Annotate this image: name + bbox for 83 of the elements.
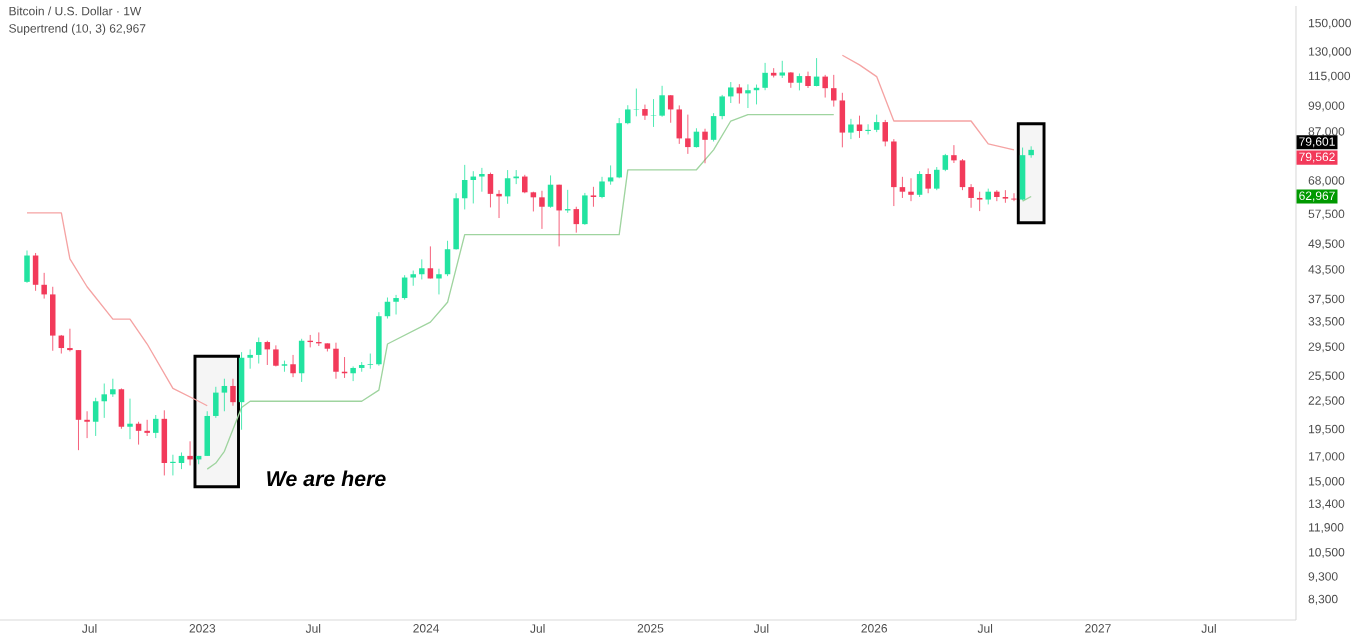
candlestick — [110, 378, 116, 398]
candlestick — [659, 85, 665, 118]
candlestick — [582, 192, 588, 226]
candlestick — [213, 386, 219, 419]
candlestick — [487, 172, 494, 208]
candlestick — [24, 250, 30, 284]
line-series — [26, 212, 208, 407]
candlestick — [410, 270, 416, 287]
candlestick — [779, 60, 786, 79]
line-series — [841, 54, 1015, 151]
candlestick — [745, 83, 751, 109]
candlestick — [685, 114, 691, 155]
candlestick — [92, 397, 99, 437]
candlestick — [101, 383, 108, 419]
candlestick — [547, 175, 554, 209]
candlestick — [32, 252, 39, 292]
candlestick — [590, 186, 597, 208]
candlestick — [221, 378, 228, 412]
candlestick — [976, 191, 983, 212]
candlestick — [367, 353, 374, 370]
candlestick — [161, 409, 168, 476]
candlestick — [255, 337, 262, 364]
candlestick — [831, 74, 837, 108]
candlestick — [118, 388, 125, 430]
candlestick — [916, 170, 923, 198]
candlestick — [968, 183, 974, 209]
line-series — [206, 113, 835, 470]
candlestick — [49, 286, 56, 352]
candlestick — [667, 94, 674, 124]
candlestick — [736, 83, 743, 105]
candlestick — [187, 440, 193, 466]
candlestick — [41, 272, 47, 299]
candlestick — [599, 176, 605, 199]
candlestick — [710, 112, 717, 142]
candlestick — [642, 104, 648, 121]
candlestick — [238, 351, 245, 431]
candlestick — [127, 398, 133, 440]
candlestick — [951, 144, 957, 164]
candlestick — [522, 174, 528, 194]
candlestick — [702, 128, 708, 164]
candlestick — [539, 190, 545, 230]
candlestick — [504, 169, 511, 205]
candlestick — [333, 342, 339, 380]
candlestick — [805, 71, 811, 89]
candlestick — [607, 165, 614, 186]
candlestick — [281, 360, 288, 373]
candlestick — [152, 414, 159, 439]
candlestick — [573, 206, 580, 234]
candlestick — [419, 258, 425, 280]
candlestick — [865, 123, 871, 135]
candlestick — [762, 62, 768, 91]
candlestick — [839, 92, 846, 148]
candlestick — [556, 184, 562, 247]
candlestick — [719, 94, 725, 120]
candlestick — [650, 98, 657, 128]
candlestick — [848, 118, 854, 140]
candlestick — [934, 166, 940, 191]
candlestick — [67, 328, 73, 352]
candlestick — [230, 378, 236, 407]
band-label: We are here — [267, 470, 386, 487]
candlestick — [479, 167, 485, 193]
candlestick — [908, 177, 914, 202]
candlestick — [625, 104, 631, 125]
candlestick — [436, 268, 442, 295]
candlestick — [899, 176, 906, 199]
candlestick — [882, 119, 889, 147]
candlestick — [1019, 147, 1026, 201]
candlestick — [144, 419, 150, 437]
candlestick — [444, 240, 451, 277]
candlestick — [350, 366, 356, 382]
candlestick — [135, 421, 142, 445]
candlestick — [676, 105, 683, 145]
candlestick — [822, 74, 828, 98]
candlestick — [925, 168, 931, 194]
candlestick — [728, 81, 734, 104]
candlestick — [393, 294, 399, 315]
candlestick — [247, 349, 253, 370]
candlestick — [204, 410, 210, 457]
candlestick — [84, 410, 90, 439]
candlestick — [891, 138, 897, 207]
candlestick — [1002, 189, 1009, 204]
candlestick — [290, 354, 296, 378]
candlestick — [959, 158, 966, 191]
